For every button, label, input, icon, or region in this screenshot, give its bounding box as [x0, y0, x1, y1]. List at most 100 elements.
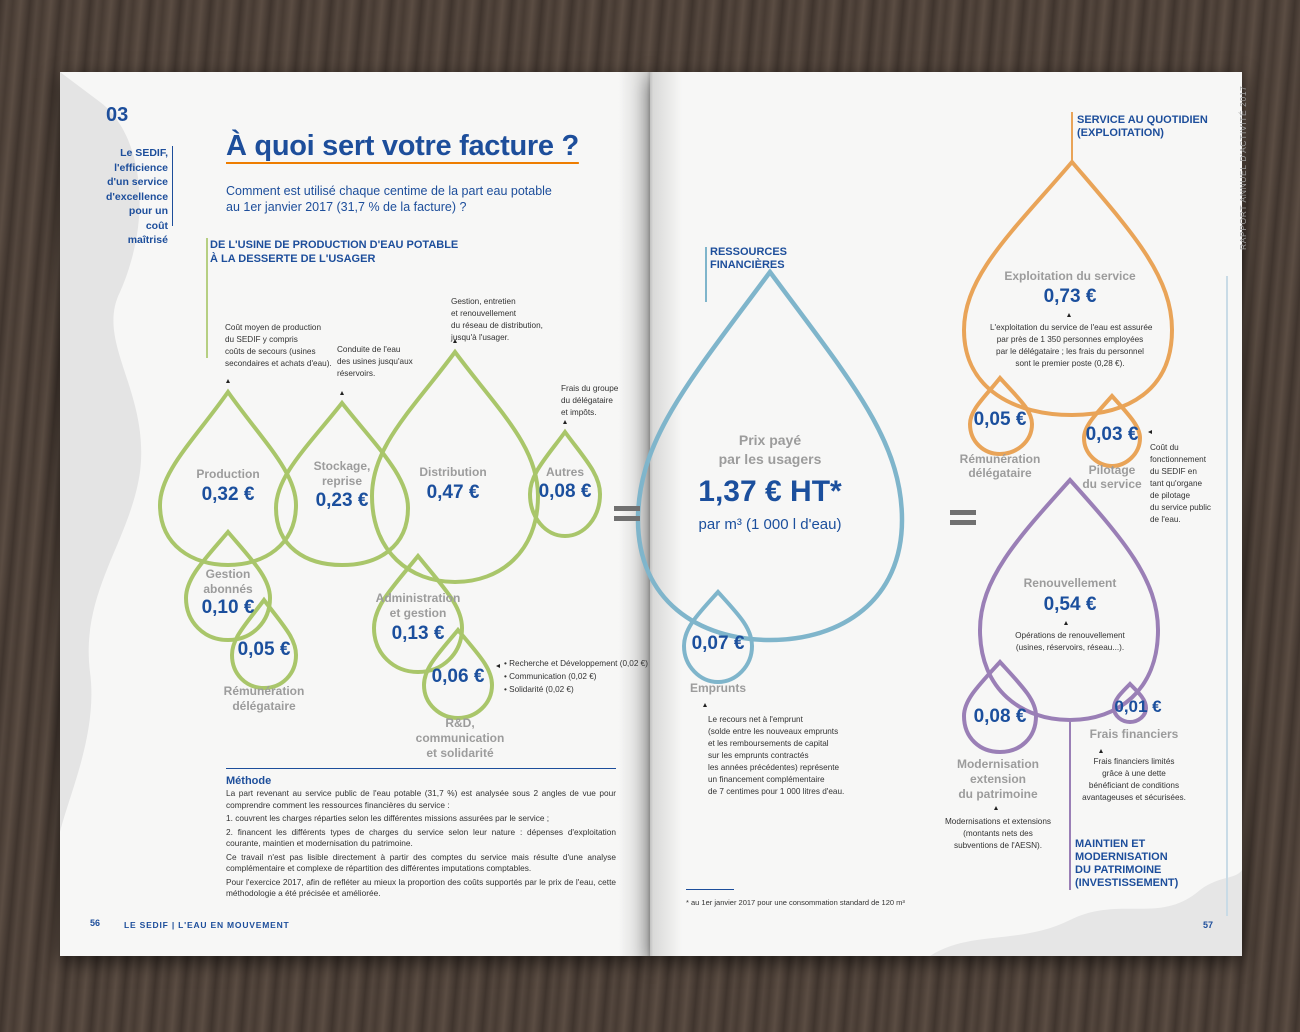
decorative-shape: [60, 72, 142, 832]
arrow-icon: [340, 391, 344, 395]
value-renouvellement: 0,54 €: [1043, 594, 1097, 615]
page-number-right: 57: [1203, 920, 1214, 930]
value-stockage: 0,23 €: [315, 490, 369, 511]
arrow-icon: [994, 806, 998, 810]
chapter-side-title: Le SEDIF, l'efficience d'un service d'ex…: [106, 147, 169, 246]
note-exploitation: L'exploitation du service de l'eau est a…: [990, 323, 1153, 368]
methode-title: Méthode: [226, 775, 272, 787]
section-label-line1: DE L'USINE DE PRODUCTION D'EAU POTABLE: [210, 239, 459, 251]
drop-main: [635, 268, 905, 643]
equals-sign-1a: [614, 506, 640, 511]
subtitle-line1: Comment est utilisé chaque centime de la…: [226, 184, 552, 198]
arrow-icon: [226, 379, 230, 383]
equals-sign-2a: [950, 510, 976, 515]
note-autres: Frais du groupe du délégataire et impôts.: [561, 384, 619, 417]
value-remuneration: 0,05 €: [237, 639, 291, 660]
value-emprunts: 0,07 €: [691, 633, 745, 654]
note-distribution: Gestion, entretien et renouvellement du ré…: [451, 297, 543, 342]
drop-rd: [421, 626, 495, 721]
drop-distribution: [369, 348, 541, 585]
note-pilotage: Coût du fonctionnement du SEDIF en tant qu'…: [1150, 443, 1211, 524]
note-rd: • Recherche et Développement (0,02 €) • C…: [504, 659, 648, 694]
arrow-icon: [496, 664, 500, 668]
left-page: [60, 72, 650, 956]
label-gestion-2: abonnés: [203, 582, 253, 596]
note-stockage: Conduite de l'eau des usines jusqu'aux rés…: [337, 345, 413, 378]
service-label-2: (EXPLOITATION): [1077, 127, 1164, 139]
label-remuneration-1: Rémunération: [223, 684, 305, 698]
page-title: À quoi sert votre facture ?: [226, 130, 579, 162]
label-modernisation-1: Modernisation: [956, 757, 1039, 771]
label-rd-1: R&D,: [445, 716, 475, 730]
arrow-icon: [1067, 313, 1071, 317]
footnote: * au 1er janvier 2017 pour une consommat…: [686, 898, 905, 907]
value-modernisation: 0,08 €: [973, 706, 1027, 727]
value-autres: 0,08 €: [538, 481, 592, 502]
equals-sign-2b: [950, 520, 976, 525]
vertical-report-title: RAPPORT ANNUEL D'ACTIVITÉ 2017: [1238, 85, 1248, 251]
value-administration: 0,13 €: [391, 623, 445, 644]
drop-remuneration-right: [967, 374, 1035, 457]
value-frais: 0,01 €: [1114, 697, 1162, 716]
value-exploitation: 0,73 €: [1043, 286, 1097, 307]
value-production: 0,32 €: [201, 484, 255, 505]
note-frais: Frais financiers limités grâce à une dett…: [1082, 757, 1186, 802]
label-modernisation-2: extension: [969, 772, 1026, 786]
ressources-label-1: RESSOURCES: [710, 246, 788, 258]
label-modernisation-3: du patrimoine: [958, 787, 1038, 801]
drop-frais: [1111, 681, 1149, 725]
drop-pilotage: [1081, 392, 1143, 469]
label-remuneration-2: délégataire: [232, 699, 296, 713]
label-frais: Frais financiers: [1089, 727, 1179, 741]
drop-autres: [527, 428, 603, 539]
drop-renouvellement: [977, 477, 1161, 723]
service-label-1: SERVICE AU QUOTIDIEN: [1077, 114, 1208, 126]
label-remuneration-right-1: Rémunération: [959, 452, 1041, 466]
chapter-number: 03: [106, 104, 129, 126]
label-administration-2: et gestion: [389, 606, 447, 620]
right-page: [650, 72, 1242, 956]
note-emprunts: Le recours net à l'emprunt (solde entre l…: [708, 715, 845, 796]
arrow-icon: [1148, 430, 1152, 434]
label-gestion-1: Gestion: [205, 567, 251, 581]
label-autres: Autres: [545, 465, 584, 479]
arrow-icon: [1064, 621, 1068, 625]
arrow-icon: [1099, 749, 1103, 753]
label-emprunts: Emprunts: [689, 681, 746, 695]
label-exploitation: Exploitation du service: [1004, 269, 1136, 283]
label-pilotage-1: Pilotage: [1088, 463, 1136, 477]
label-production: Production: [196, 467, 260, 481]
label-pilotage-2: du service: [1082, 477, 1142, 491]
label-remuneration-right-2: délégataire: [968, 466, 1032, 480]
drop-exploitation: [961, 158, 1175, 418]
label-rd-2: communication: [415, 731, 505, 745]
service-rule: [1071, 112, 1073, 162]
arrow-icon: [563, 420, 567, 424]
drop-administration: [371, 552, 465, 675]
side-divider: [172, 146, 173, 226]
main-label-2: par les usagers: [718, 451, 822, 467]
section-rule: [206, 238, 208, 358]
drop-modernisation: [961, 659, 1039, 755]
page-number-left: 56: [90, 918, 101, 928]
equals-sign-1b: [614, 516, 640, 521]
main-value: 1,37 € HT*: [698, 475, 842, 508]
methode-rule: [226, 768, 616, 769]
value-pilotage: 0,03 €: [1085, 424, 1139, 445]
label-renouvellement: Renouvellement: [1023, 576, 1117, 590]
drop-emprunts: [681, 589, 755, 685]
maintien-rule: [1069, 722, 1071, 890]
label-administration-1: Administration: [375, 591, 461, 605]
drop-gestion: [183, 528, 273, 643]
arrow-icon: [453, 339, 457, 343]
arrow-icon: [703, 703, 707, 707]
label-rd-3: et solidarité: [426, 746, 494, 760]
footnote-rule: [686, 889, 734, 890]
methode-text: La part revenant au service public de l'…: [226, 788, 616, 898]
drop-remuneration: [229, 596, 299, 691]
note-production: Coût moyen de production du SEDIF y compr…: [225, 323, 332, 368]
section-label-line2: À LA DESSERTE DE L'USAGER: [210, 253, 376, 265]
decorative-shape-right: [930, 870, 1242, 956]
drop-stockage: [273, 399, 411, 568]
